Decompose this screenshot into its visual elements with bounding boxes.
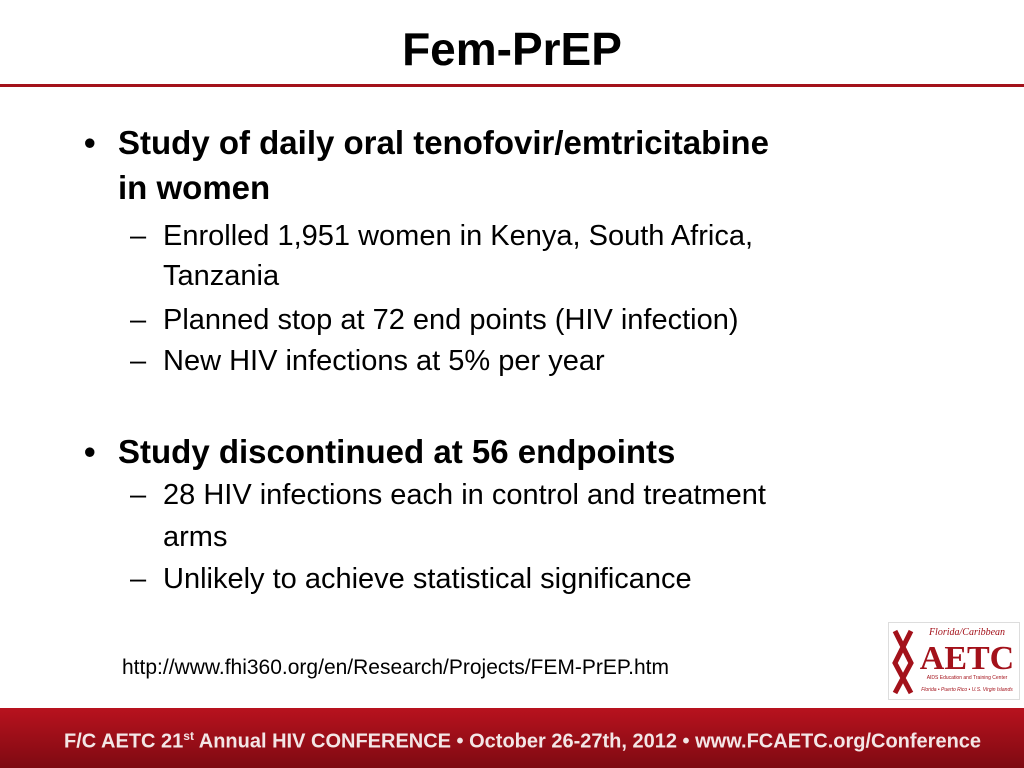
logo-name: AETC <box>920 640 1014 677</box>
title-rule <box>0 84 1024 87</box>
logo-graphic: Florida/Caribbean AETC AIDS Education an… <box>892 627 1014 695</box>
dash: – <box>130 563 147 595</box>
bullet-dot: • <box>84 124 96 161</box>
logo-top: Florida/Caribbean <box>928 627 1005 638</box>
bullet-dot: • <box>84 433 96 470</box>
footer-post: Annual HIV CONFERENCE • October 26-27th,… <box>193 730 982 753</box>
sub-bullet: Unlikely to achieve statistical signific… <box>163 563 692 595</box>
footer-sup: st <box>183 729 194 743</box>
sub-bullet: Planned stop at 72 end points (HIV infec… <box>163 304 739 336</box>
sub-bullet: Enrolled 1,951 women in Kenya, South Afr… <box>163 220 754 252</box>
logo-bottom: Florida • Puerto Rico • U.S. Virgin Isla… <box>921 687 1013 693</box>
footer-band <box>0 708 1024 768</box>
sub-bullet: 28 HIV infections each in control and tr… <box>163 479 766 511</box>
bullet-text: Study discontinued at 56 endpoints <box>118 433 676 470</box>
dash: – <box>130 304 147 336</box>
dash: – <box>130 345 147 377</box>
source-link[interactable]: http://www.fhi360.org/en/Research/Projec… <box>122 656 670 679</box>
dash: – <box>130 220 147 252</box>
bullet-text: in women <box>118 169 271 206</box>
slide-title: Fem-PrEP <box>402 23 622 75</box>
sub-bullet: arms <box>163 521 228 553</box>
sub-bullet: Tanzania <box>163 260 280 292</box>
dash: – <box>130 479 147 511</box>
logo: Florida/Caribbean AETC AIDS Education an… <box>888 622 1020 700</box>
footer-text: F/C AETC 21st Annual HIV CONFERENCE • Oc… <box>64 729 981 754</box>
sub-bullet: New HIV infections at 5% per year <box>163 345 605 377</box>
bullet-text: Study of daily oral tenofovir/emtricitab… <box>118 124 769 161</box>
logo-sub: AIDS Education and Training Center <box>927 675 1008 681</box>
footer-pre: F/C AETC 21 <box>64 730 184 753</box>
